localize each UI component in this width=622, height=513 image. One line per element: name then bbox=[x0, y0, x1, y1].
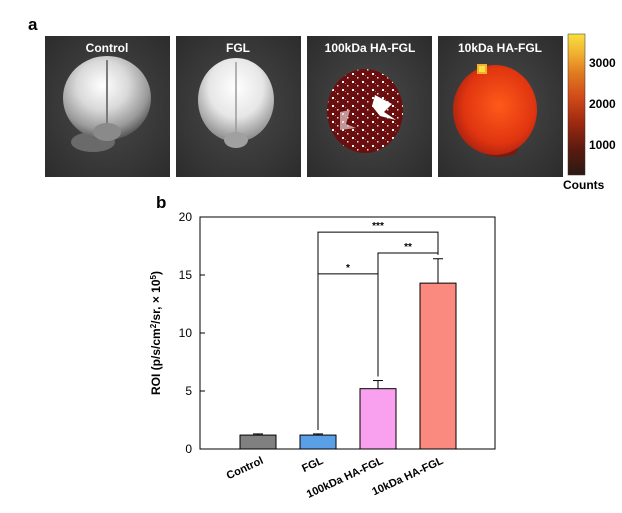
fluorescence-image-100kda bbox=[327, 69, 403, 153]
image-title: 100kDa HA-FGL bbox=[325, 41, 416, 55]
image-panel-100kda: 100kDa HA-FGL bbox=[307, 36, 432, 177]
colorbar-unit-label: Counts bbox=[563, 178, 605, 192]
colorbar-tick: 2000 bbox=[589, 97, 616, 111]
brain-image-control bbox=[63, 56, 151, 152]
colorbar: 3000 2000 1000 Counts bbox=[563, 33, 616, 192]
bar bbox=[419, 282, 457, 450]
panel-a-label: a bbox=[28, 15, 38, 34]
y-axis-ticks: 0 5 10 15 20 bbox=[179, 210, 205, 456]
image-panel-10kda: 10kDa HA-FGL bbox=[438, 36, 563, 177]
brain-image-fgl bbox=[198, 58, 274, 148]
x-tick-label: FGL bbox=[300, 455, 325, 475]
image-panel-control: Control bbox=[45, 36, 170, 177]
significance-label: * bbox=[346, 263, 350, 274]
significance-bracket bbox=[317, 231, 439, 430]
bars bbox=[239, 258, 457, 450]
significance-label: ** bbox=[404, 242, 412, 253]
image-title: FGL bbox=[226, 41, 250, 55]
significance-brackets: ****** bbox=[317, 221, 439, 430]
y-tick-label: 0 bbox=[185, 442, 192, 456]
y-tick-label: 15 bbox=[179, 268, 193, 282]
x-tick-label: Control bbox=[225, 455, 266, 482]
panel-b-label: b bbox=[156, 193, 166, 212]
significance-label: *** bbox=[372, 221, 384, 232]
colorbar-tick: 3000 bbox=[589, 56, 616, 70]
y-tick-label: 10 bbox=[179, 326, 193, 340]
fluorescence-image-10kda bbox=[453, 64, 537, 157]
image-panel-fgl: FGL bbox=[176, 36, 301, 177]
bar-chart: ROI (p/s/cm2/sr, × 105) 0 5 10 15 20 Control… bbox=[149, 210, 496, 501]
image-title: Control bbox=[86, 41, 129, 55]
y-tick-label: 20 bbox=[179, 210, 193, 224]
bar bbox=[299, 434, 337, 450]
y-axis-label: ROI (p/s/cm2/sr, × 105) bbox=[149, 271, 164, 395]
bar bbox=[239, 434, 277, 450]
image-title: 10kDa HA-FGL bbox=[458, 41, 542, 55]
colorbar-tick: 1000 bbox=[589, 138, 616, 152]
y-tick-label: 5 bbox=[185, 384, 192, 398]
bar bbox=[359, 388, 397, 450]
